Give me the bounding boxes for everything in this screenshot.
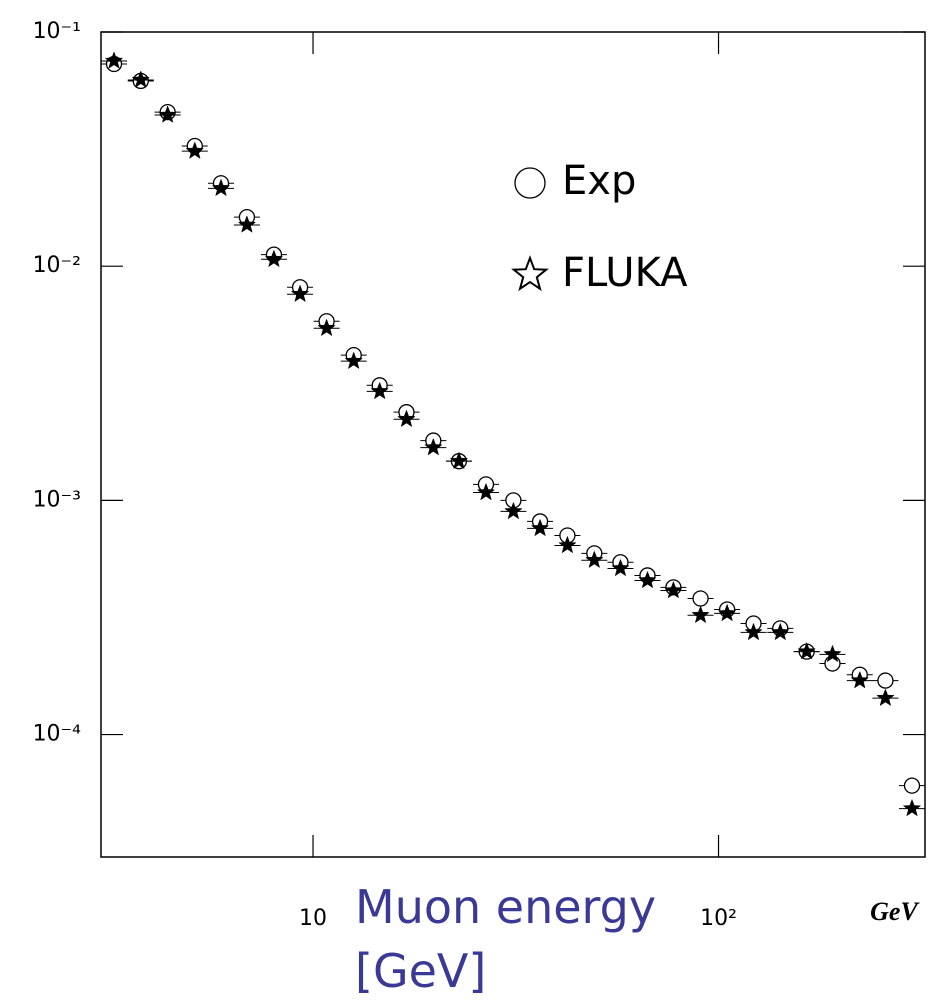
y-tick-label: 10⁻³ [33, 487, 81, 512]
star-marker [850, 670, 869, 689]
x-axis-label: GeV [870, 897, 920, 926]
x-tick-label: 10² [700, 906, 737, 931]
star-marker [158, 105, 177, 123]
star-marker [344, 351, 363, 370]
legend-label: FLUKA [562, 250, 688, 296]
star-marker [717, 603, 737, 622]
star-marker [504, 501, 523, 520]
star-marker [370, 381, 389, 400]
star-marker [449, 451, 469, 470]
star-marker [317, 318, 336, 337]
star-marker [876, 688, 895, 707]
star-marker [611, 558, 630, 577]
star-marker [397, 409, 416, 428]
plot-frame [100, 31, 926, 858]
star-marker [131, 70, 150, 88]
star-marker [558, 535, 577, 554]
star-marker [104, 51, 124, 69]
star-marker [771, 622, 790, 641]
star-marker [530, 518, 550, 537]
annotation: Muon energy [GeV] [355, 880, 657, 998]
circle-marker [877, 672, 894, 689]
y-tick-label: 10⁻¹ [33, 19, 81, 44]
legend-label: Exp [562, 158, 636, 204]
circle-marker [692, 590, 709, 607]
y-tick-label: 10⁻⁴ [33, 722, 82, 747]
star-marker [744, 622, 763, 641]
star-marker [185, 141, 205, 159]
star-marker [585, 550, 604, 569]
star-marker [638, 570, 657, 589]
star-marker [664, 580, 683, 599]
star-marker [237, 215, 257, 233]
star-marker [823, 644, 842, 663]
y-tick-label: 10⁻² [33, 253, 81, 278]
star-marker [902, 798, 922, 817]
circle-marker [903, 777, 921, 794]
legend-marker [514, 167, 546, 199]
star-marker [797, 641, 816, 660]
star-marker [476, 482, 496, 501]
star-marker [691, 605, 710, 624]
star-marker [211, 178, 231, 197]
x-tick-label: 10 [299, 906, 327, 931]
legend-marker [511, 255, 549, 292]
star-marker [424, 437, 443, 456]
star-marker [290, 284, 310, 303]
star-marker [264, 249, 284, 268]
